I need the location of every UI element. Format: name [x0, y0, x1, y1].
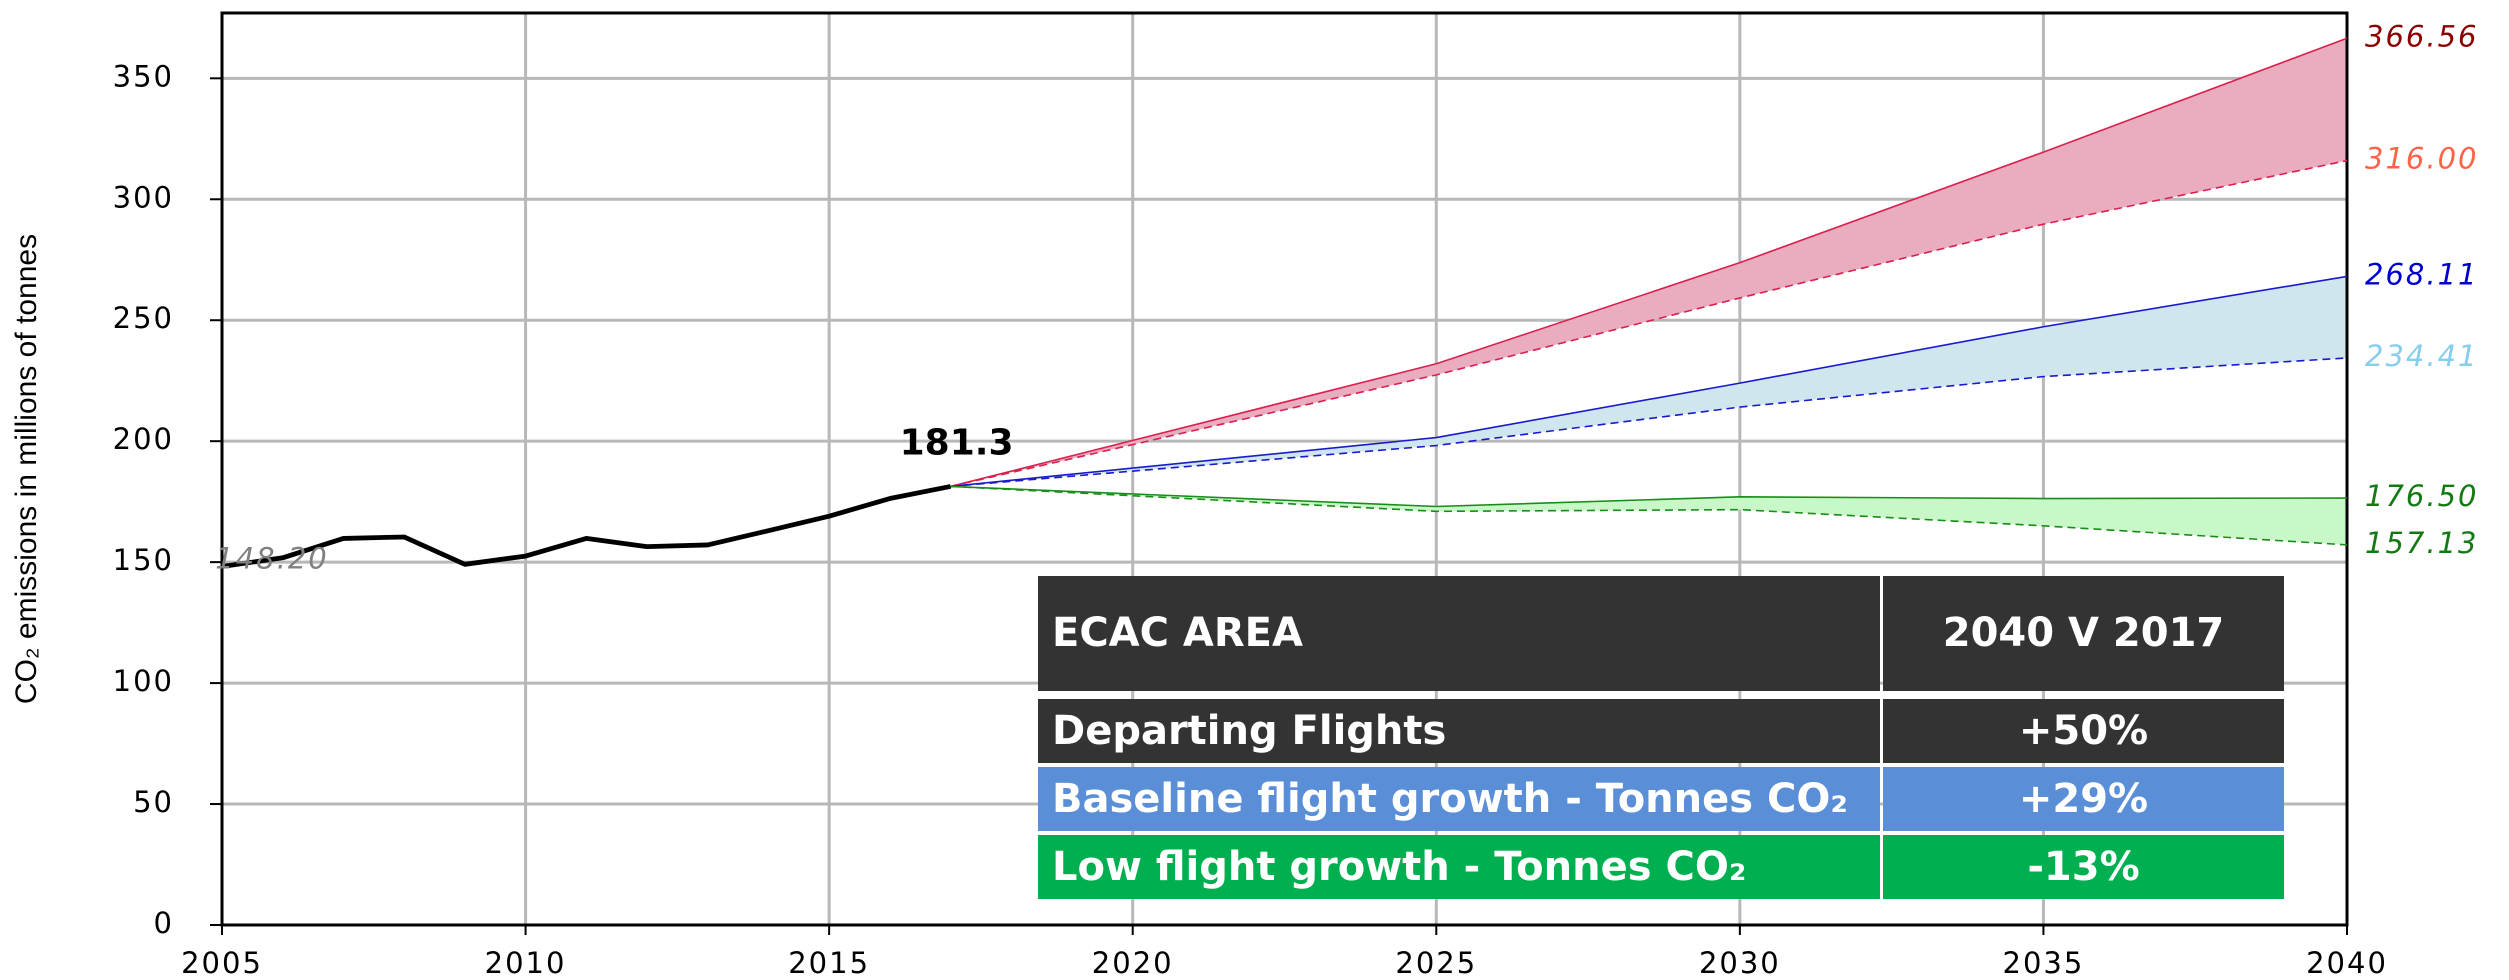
- x-tick-label: 2020: [1092, 946, 1174, 980]
- y-axis-label: CO₂ emissions in millions of tonnes: [10, 234, 43, 704]
- x-tick-label: 2010: [485, 946, 567, 980]
- series-line: [950, 275, 2348, 488]
- series-line: [221, 484, 952, 569]
- series-line: [950, 37, 2348, 488]
- end-value-label: 316.00: [2365, 142, 2478, 176]
- table-cell: +50%: [1883, 699, 2284, 763]
- y-tick-label: 100: [113, 664, 174, 698]
- table-cell: Low flight growth - Tonnes CO₂: [1038, 835, 1880, 899]
- value-label: 181.3: [900, 422, 1014, 463]
- table-cell: Departing Flights: [1038, 699, 1880, 763]
- table-cell: Baseline flight growth - Tonnes CO₂: [1038, 767, 1880, 831]
- table-cell: +29%: [1883, 767, 2284, 831]
- table-cell: -13%: [1883, 835, 2284, 899]
- end-value-label: 234.41: [2365, 339, 2478, 373]
- series-line: [950, 357, 2348, 488]
- x-tick-label: 2005: [181, 946, 263, 980]
- table-cell: 2040 V 2017: [1883, 576, 2284, 691]
- x-tick-label: 2035: [2003, 946, 2085, 980]
- y-tick-label: 300: [113, 180, 174, 214]
- y-tick-label: 150: [113, 543, 174, 577]
- y-tick-label: 250: [113, 301, 174, 335]
- y-tick-label: 0: [154, 906, 174, 940]
- value-label: 148.20: [215, 541, 328, 575]
- y-tick-label: 200: [113, 422, 174, 456]
- series-line: [950, 485, 2348, 508]
- y-tick-label: 350: [113, 59, 174, 93]
- y-tick-label: 50: [133, 785, 174, 819]
- end-value-label: 157.13: [2365, 526, 2478, 560]
- x-tick-label: 2015: [788, 946, 870, 980]
- table-row: Baseline flight growth - Tonnes CO₂ +29%: [1038, 767, 2284, 831]
- series-line: [950, 159, 2348, 488]
- table-row: ECAC AREA 2040 V 2017: [1038, 576, 2284, 691]
- band-fill: [950, 38, 2347, 487]
- table-row: Departing Flights +50%: [1038, 699, 2284, 763]
- end-value-label: 268.11: [2365, 257, 2478, 291]
- table-row: Low flight growth - Tonnes CO₂ -13%: [1038, 835, 2284, 899]
- table-cell: ECAC AREA: [1038, 576, 1880, 691]
- end-value-label: 176.50: [2365, 479, 2478, 513]
- x-tick-label: 2025: [1395, 946, 1477, 980]
- end-value-label: 366.56: [2365, 19, 2478, 53]
- plot-frame: [220, 11, 2349, 927]
- x-tick-label: 2030: [1699, 946, 1781, 980]
- x-tick-label: 2040: [2306, 946, 2388, 980]
